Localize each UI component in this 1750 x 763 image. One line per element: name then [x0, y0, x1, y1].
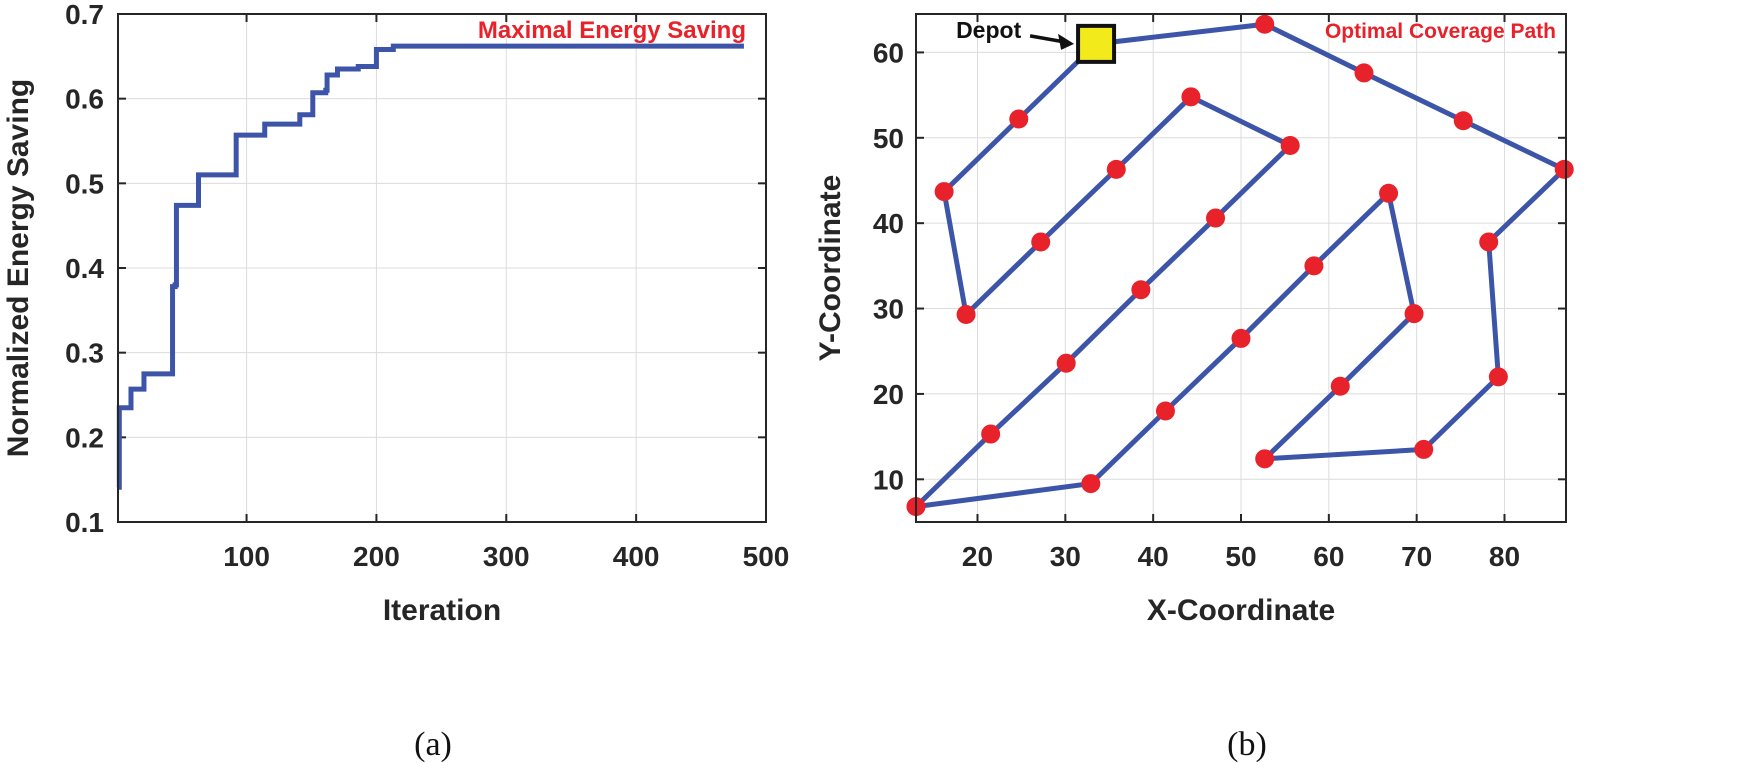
depot-label: Depot — [956, 17, 1022, 43]
panel-b-plot-frame — [915, 13, 1567, 523]
panel-b-caption: (b) — [1227, 726, 1267, 763]
panel-b-coverage-path-chart: 20 30 40 50 60 70 80 10 20 30 40 50 60 Optimal Cove… — [814, 13, 1574, 763]
x-tick-label: 50 — [1225, 541, 1256, 572]
panel-a-gridlines — [118, 13, 767, 523]
y-tick-label: 0.4 — [65, 253, 104, 284]
panel-b-depot — [1029, 23, 1117, 64]
waypoint-marker — [1453, 111, 1473, 131]
panel-a-series-line — [116, 43, 744, 490]
waypoint-marker — [1330, 376, 1350, 396]
panel-b-waypoints — [906, 14, 1574, 517]
waypoint-marker — [1414, 439, 1434, 459]
x-tick-label: 40 — [1138, 541, 1169, 572]
y-tick-label: 30 — [873, 294, 904, 325]
panel-a-y-tick-labels: 0.1 0.2 0.3 0.4 0.5 0.6 0.7 — [65, 0, 104, 538]
waypoint-marker — [1231, 328, 1251, 348]
panel-b-x-tick-labels: 20 30 40 50 60 70 80 — [962, 541, 1520, 572]
x-tick-label: 80 — [1489, 541, 1520, 572]
energy-saving-line — [116, 43, 744, 490]
x-tick-label: 70 — [1401, 541, 1432, 572]
panel-b-x-axis-label: X-Coordinate — [1147, 594, 1335, 627]
depot-arrow-line — [1029, 34, 1065, 44]
x-tick-label: 400 — [613, 541, 660, 572]
y-tick-label: 0.6 — [65, 84, 104, 115]
y-tick-label: 20 — [873, 379, 904, 410]
y-tick-label: 40 — [873, 208, 904, 239]
waypoint-marker — [1081, 474, 1101, 494]
panel-b-annotation: Optimal Coverage Path — [1325, 20, 1556, 43]
waypoint-marker — [956, 305, 976, 325]
panel-a-annotation: Maximal Energy Saving — [478, 17, 746, 44]
waypoint-marker — [1304, 256, 1324, 276]
y-tick-label: 0.3 — [65, 338, 104, 369]
x-tick-label: 500 — [743, 541, 790, 572]
waypoint-marker — [1404, 304, 1424, 324]
depot-marker — [1076, 23, 1117, 64]
waypoint-marker — [981, 424, 1001, 444]
waypoint-marker — [1479, 232, 1499, 252]
waypoint-marker — [1554, 159, 1574, 179]
y-tick-label: 0.2 — [65, 422, 104, 453]
y-tick-label: 0.1 — [65, 507, 104, 538]
waypoint-marker — [1354, 63, 1374, 83]
panel-a-x-tick-labels: 100 200 300 400 500 — [223, 541, 789, 572]
panel-a-plot-frame — [117, 13, 767, 523]
panel-b-y-tick-labels: 10 20 30 40 50 60 — [873, 37, 904, 495]
panel-b-path-line — [913, 21, 1567, 510]
x-tick-label: 60 — [1313, 541, 1344, 572]
waypoint-marker — [1181, 87, 1201, 107]
x-tick-label: 20 — [962, 541, 993, 572]
x-tick-label: 30 — [1050, 541, 1081, 572]
waypoint-marker — [1106, 159, 1126, 179]
y-tick-label: 10 — [873, 464, 904, 495]
y-tick-label: 0.5 — [65, 168, 104, 199]
x-tick-label: 200 — [353, 541, 400, 572]
panel-b-y-axis-label: Y-Coordinate — [814, 175, 847, 362]
panel-b-gridlines — [916, 14, 1566, 522]
y-tick-label: 50 — [873, 123, 904, 154]
panel-a-x-axis-label: Iteration — [383, 594, 501, 627]
waypoint-marker — [1009, 109, 1029, 129]
depot-arrow-head — [1058, 33, 1075, 50]
waypoint-marker — [1056, 353, 1076, 373]
waypoint-marker — [1255, 449, 1275, 469]
waypoint-marker — [1255, 14, 1275, 34]
y-tick-label: 60 — [873, 37, 904, 68]
coverage-path-line — [913, 21, 1567, 510]
waypoint-marker — [1206, 208, 1226, 228]
waypoint-marker — [1131, 280, 1151, 300]
waypoint-marker — [1488, 367, 1508, 387]
y-tick-label: 0.7 — [65, 0, 104, 30]
panel-a-y-axis-label: Normalized Energy Saving — [2, 79, 35, 457]
waypoint-marker — [1155, 401, 1175, 421]
x-tick-label: 300 — [483, 541, 530, 572]
waypoint-marker — [1379, 183, 1399, 203]
x-tick-label: 100 — [223, 541, 270, 572]
panel-a-energy-saving-chart: 100 200 300 400 500 0.1 0.2 0.3 0.4 0.5 0.6 0.7 Ma… — [2, 0, 789, 763]
waypoint-marker — [1280, 135, 1300, 155]
waypoint-marker — [1031, 232, 1051, 252]
waypoint-marker — [934, 182, 954, 202]
panel-a-caption: (a) — [414, 726, 452, 763]
